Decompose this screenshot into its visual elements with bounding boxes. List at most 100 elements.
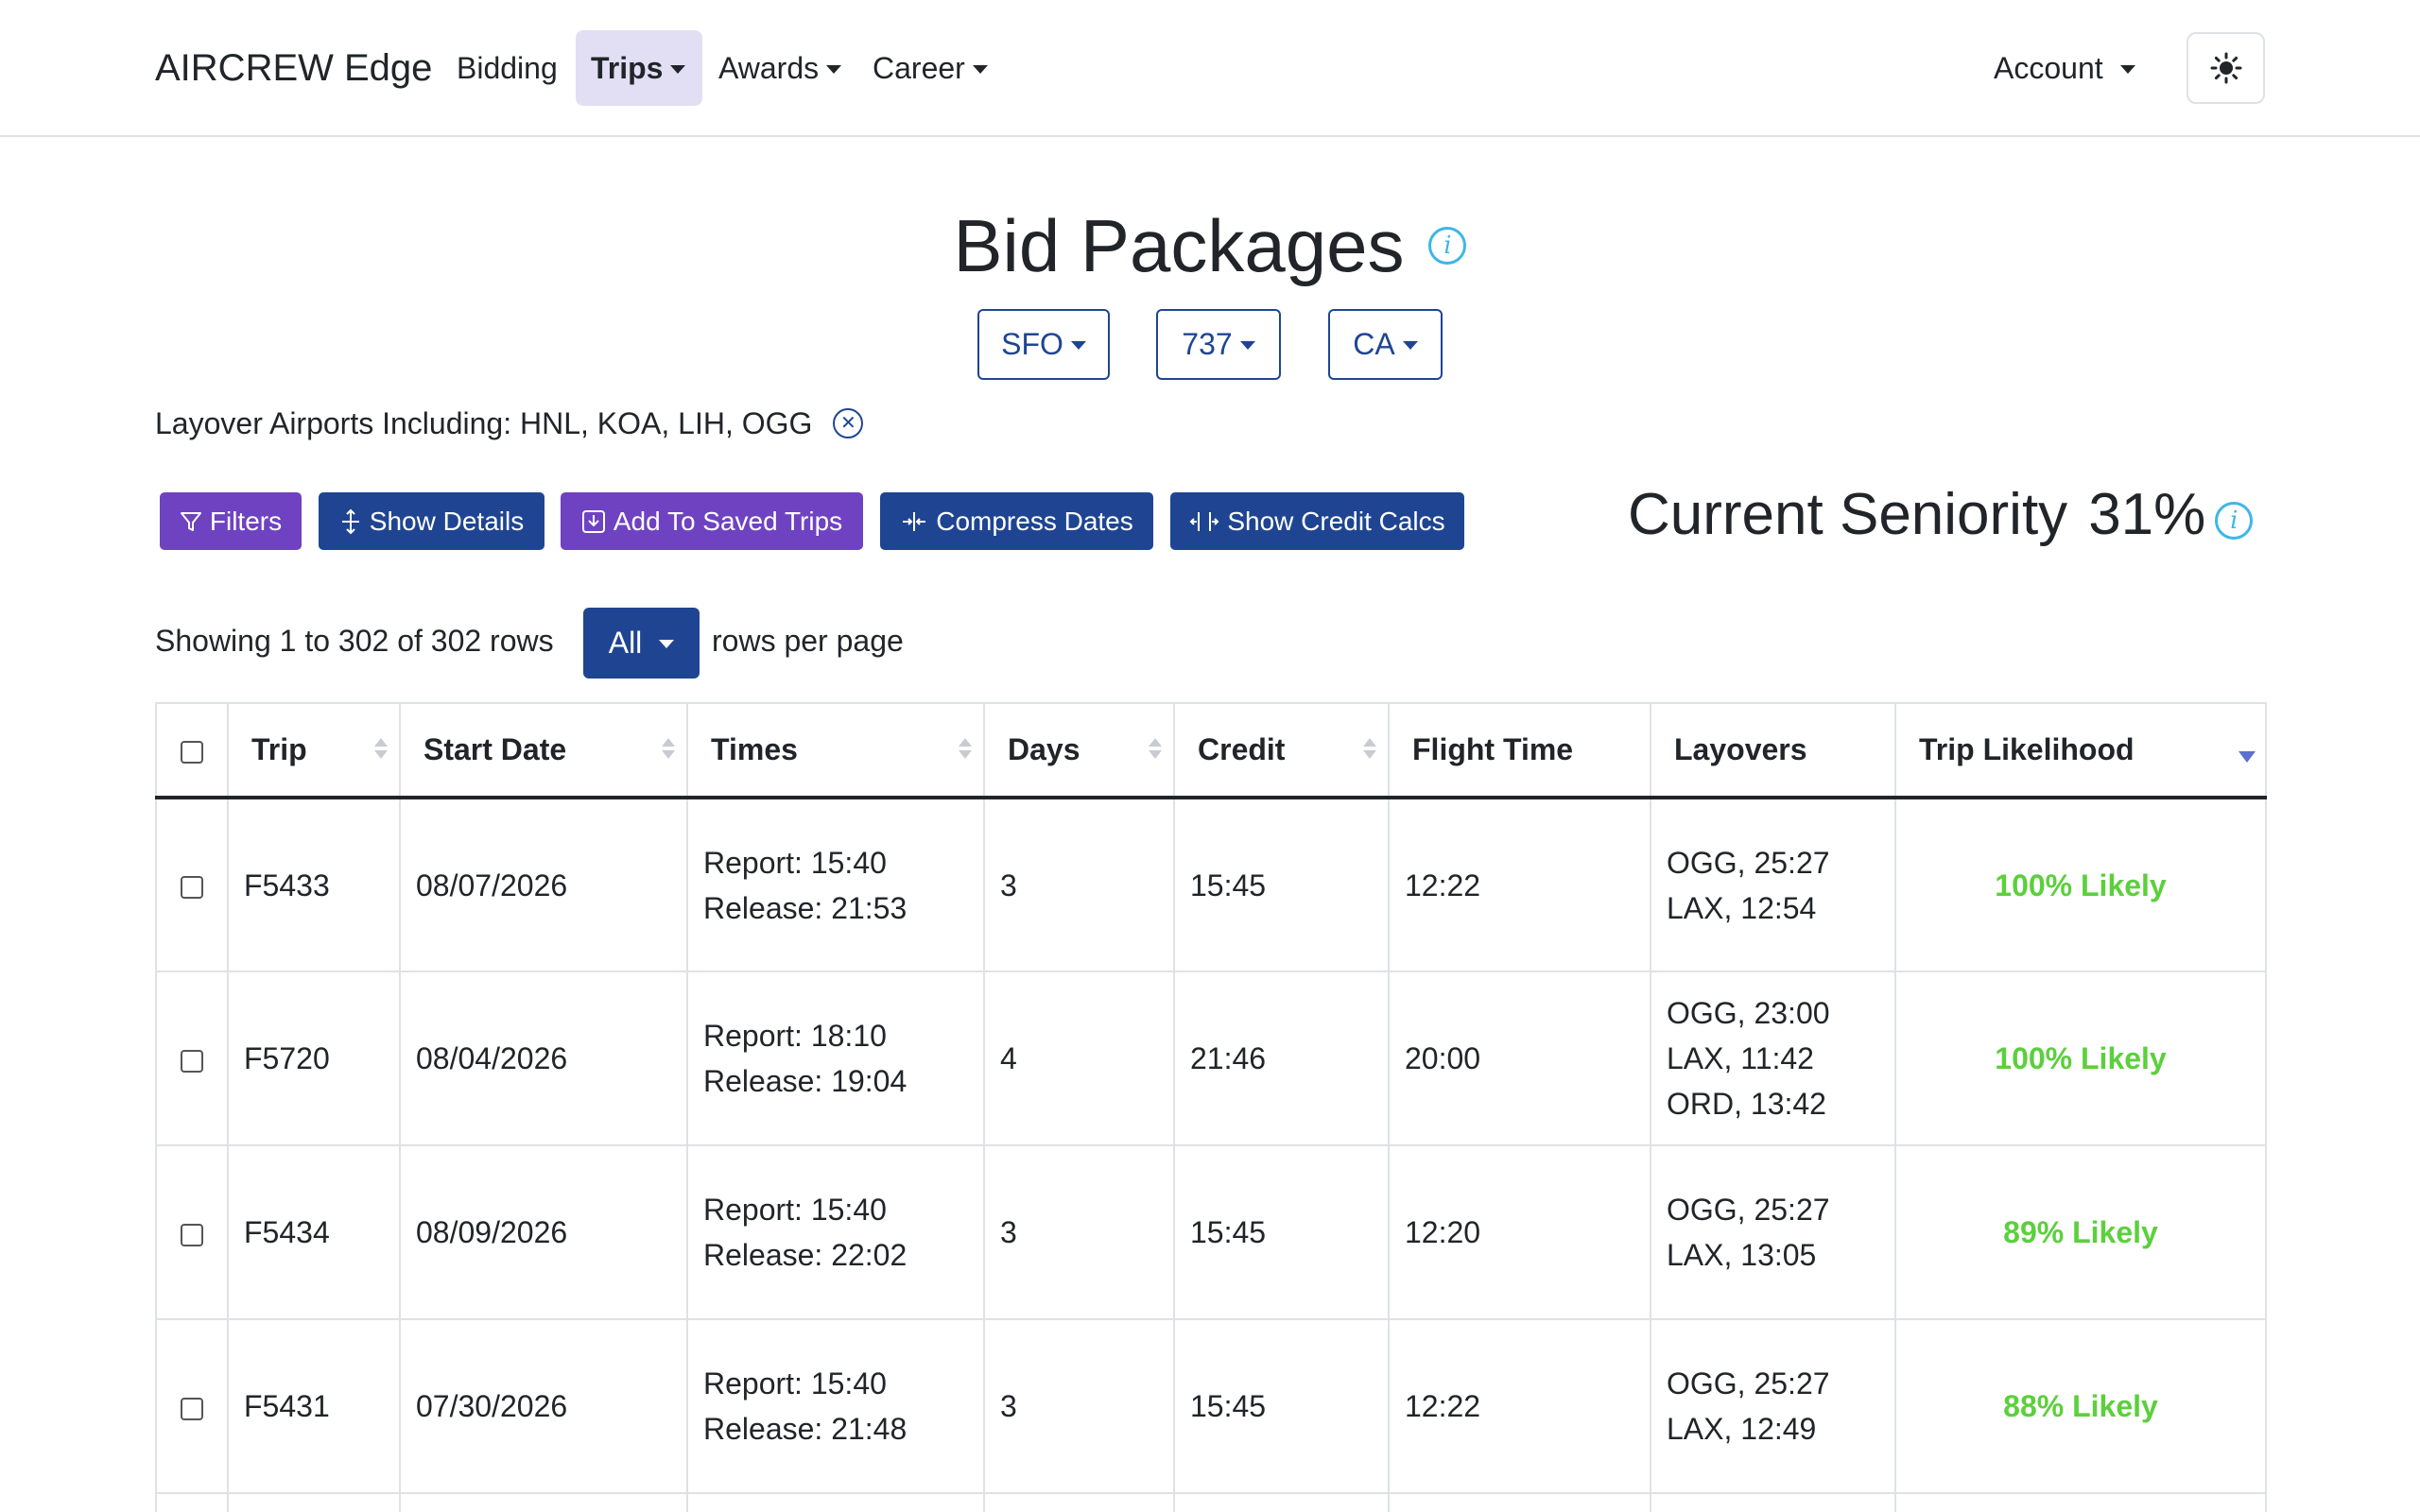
base-dropdown[interactable]: SFO xyxy=(977,309,1110,380)
layover-item: LAX, 12:54 xyxy=(1667,890,1817,925)
layover-item: OGG, 25:27 xyxy=(1667,845,1830,880)
row-checkbox[interactable] xyxy=(181,1049,203,1073)
table-row-partial[interactable] xyxy=(155,1492,2267,1512)
compress-dates-button[interactable]: Compress Dates xyxy=(880,492,1153,550)
trip-cell: F5720 xyxy=(227,971,401,1146)
layovers-cell: OGG, 25:27 LAX, 12:49 xyxy=(1650,1318,1896,1494)
base-dropdown-label: SFO xyxy=(1001,327,1063,361)
nav-bidding-label: Bidding xyxy=(457,50,558,85)
trips-table: Trip Start Date Times Days Credit Flight… xyxy=(155,702,2267,1512)
layover-item: OGG, 23:00 xyxy=(1667,996,1830,1030)
page-title-row: Bid Packages i xyxy=(0,198,2420,293)
row-checkbox[interactable] xyxy=(181,1223,203,1246)
brand-logo[interactable]: AIRCREW Edge xyxy=(155,47,433,89)
nav-awards[interactable]: Awards xyxy=(703,30,856,106)
show-credit-calcs-button[interactable]: Show Credit Calcs xyxy=(1170,492,1464,550)
table-row[interactable]: F5431 07/30/2026 Report: 15:40 Release: 2… xyxy=(155,1318,2267,1494)
page-size-dropdown[interactable]: All xyxy=(583,608,700,679)
row-checkbox[interactable] xyxy=(181,1397,203,1420)
layovers-cell: OGG, 25:27 LAX, 12:54 xyxy=(1650,797,1896,972)
sort-icon xyxy=(1363,738,1376,759)
col-trip[interactable]: Trip xyxy=(227,702,401,799)
col-days[interactable]: Days xyxy=(983,702,1175,799)
flight-time-cell: 12:22 xyxy=(1388,1318,1651,1494)
days-cell xyxy=(983,1492,1175,1512)
credit-cell: 21:46 xyxy=(1173,971,1390,1146)
col-start-date-label: Start Date xyxy=(424,732,567,766)
nav-awards-label: Awards xyxy=(718,50,820,85)
col-credit[interactable]: Credit xyxy=(1173,702,1390,799)
times-cell: Report: 15:40 Release: 21:48 xyxy=(686,1318,985,1494)
times-cell xyxy=(686,1492,985,1512)
expand-horizontal-icon xyxy=(1189,510,1219,533)
sort-icon xyxy=(1149,738,1162,759)
report-time: Report: 15:40 xyxy=(703,845,887,880)
expand-vertical-icon xyxy=(339,508,362,535)
compress-icon xyxy=(900,510,928,533)
filters-button[interactable]: Filters xyxy=(160,492,302,550)
seat-dropdown-label: CA xyxy=(1353,327,1395,361)
info-icon[interactable]: i xyxy=(2215,502,2254,540)
info-icon[interactable]: i xyxy=(1428,227,1467,265)
layovers-cell xyxy=(1650,1492,1896,1512)
add-saved-trips-label: Add To Saved Trips xyxy=(613,506,843,536)
chevron-down-icon xyxy=(1402,341,1418,350)
select-all-checkbox[interactable] xyxy=(181,740,203,764)
layover-filter: Layover Airports Including: HNL, KOA, LI… xyxy=(155,404,864,442)
col-trip-likelihood[interactable]: Trip Likelihood xyxy=(1894,702,2267,799)
sun-icon xyxy=(2210,52,2241,84)
trip-cell: F5431 xyxy=(227,1318,401,1494)
layover-item: OGG, 25:27 xyxy=(1667,1366,1830,1400)
nav-career[interactable]: Career xyxy=(857,30,1003,106)
times-cell: Report: 15:40 Release: 21:53 xyxy=(686,797,985,972)
likelihood-cell xyxy=(1894,1492,2267,1512)
col-trip-label: Trip xyxy=(251,732,307,766)
days-cell: 3 xyxy=(983,1144,1175,1320)
flight-time-cell: 12:20 xyxy=(1388,1144,1651,1320)
start-date-cell xyxy=(399,1492,688,1512)
add-saved-trips-button[interactable]: Add To Saved Trips xyxy=(561,492,863,550)
nav-trips[interactable]: Trips xyxy=(576,30,702,106)
likelihood-value: 89% Likely xyxy=(2003,1215,2158,1249)
nav-account[interactable]: Account xyxy=(1979,30,2151,106)
layover-filter-text: Layover Airports Including: HNL, KOA, LI… xyxy=(155,406,813,440)
row-checkbox[interactable] xyxy=(181,876,203,900)
clear-filter-icon[interactable]: ✕ xyxy=(833,408,864,438)
chevron-down-icon xyxy=(826,64,842,74)
layover-item: ORD, 13:42 xyxy=(1667,1087,1826,1121)
col-days-label: Days xyxy=(1008,732,1080,766)
seniority-label: Current Seniority xyxy=(1628,482,2068,547)
table-row[interactable]: F5720 08/04/2026 Report: 18:10 Release: 1… xyxy=(155,971,2267,1146)
report-time: Report: 18:10 xyxy=(703,1019,887,1053)
show-credit-calcs-label: Show Credit Calcs xyxy=(1227,506,1445,536)
table-row[interactable]: F5433 08/07/2026 Report: 15:40 Release: 2… xyxy=(155,797,2267,972)
filters-button-label: Filters xyxy=(209,506,283,536)
rows-per-page-text: rows per page xyxy=(712,624,904,658)
theme-toggle-button[interactable] xyxy=(2187,32,2265,104)
chevron-down-icon xyxy=(972,64,988,74)
row-select-cell xyxy=(155,1492,229,1512)
times-cell: Report: 15:40 Release: 22:02 xyxy=(686,1144,985,1320)
col-trip-likelihood-label: Trip Likelihood xyxy=(1919,732,2135,766)
col-layovers-label: Layovers xyxy=(1674,732,1807,766)
release-time: Release: 21:53 xyxy=(703,890,908,925)
flight-time-cell: 12:22 xyxy=(1388,797,1651,972)
nav-bidding[interactable]: Bidding xyxy=(441,30,573,106)
report-time: Report: 15:40 xyxy=(703,1366,887,1400)
table-row[interactable]: F5434 08/09/2026 Report: 15:40 Release: 2… xyxy=(155,1144,2267,1320)
fleet-dropdown[interactable]: 737 xyxy=(1156,309,1281,380)
fleet-dropdown-label: 737 xyxy=(1182,327,1233,361)
row-select-cell xyxy=(155,1144,229,1320)
filter-icon xyxy=(180,510,202,533)
nav-trips-label: Trips xyxy=(591,50,664,85)
layover-item: LAX, 11:42 xyxy=(1667,1041,1814,1075)
col-start-date[interactable]: Start Date xyxy=(399,702,688,799)
chevron-down-icon xyxy=(659,640,675,648)
show-details-button[interactable]: Show Details xyxy=(319,492,544,550)
seat-dropdown[interactable]: CA xyxy=(1328,309,1443,380)
likelihood-cell: 89% Likely xyxy=(1894,1144,2267,1320)
trip-cell xyxy=(227,1492,401,1512)
layovers-cell: OGG, 23:00 LAX, 11:42 ORD, 13:42 xyxy=(1650,971,1896,1146)
col-times[interactable]: Times xyxy=(686,702,985,799)
layover-item: LAX, 12:49 xyxy=(1667,1412,1817,1446)
